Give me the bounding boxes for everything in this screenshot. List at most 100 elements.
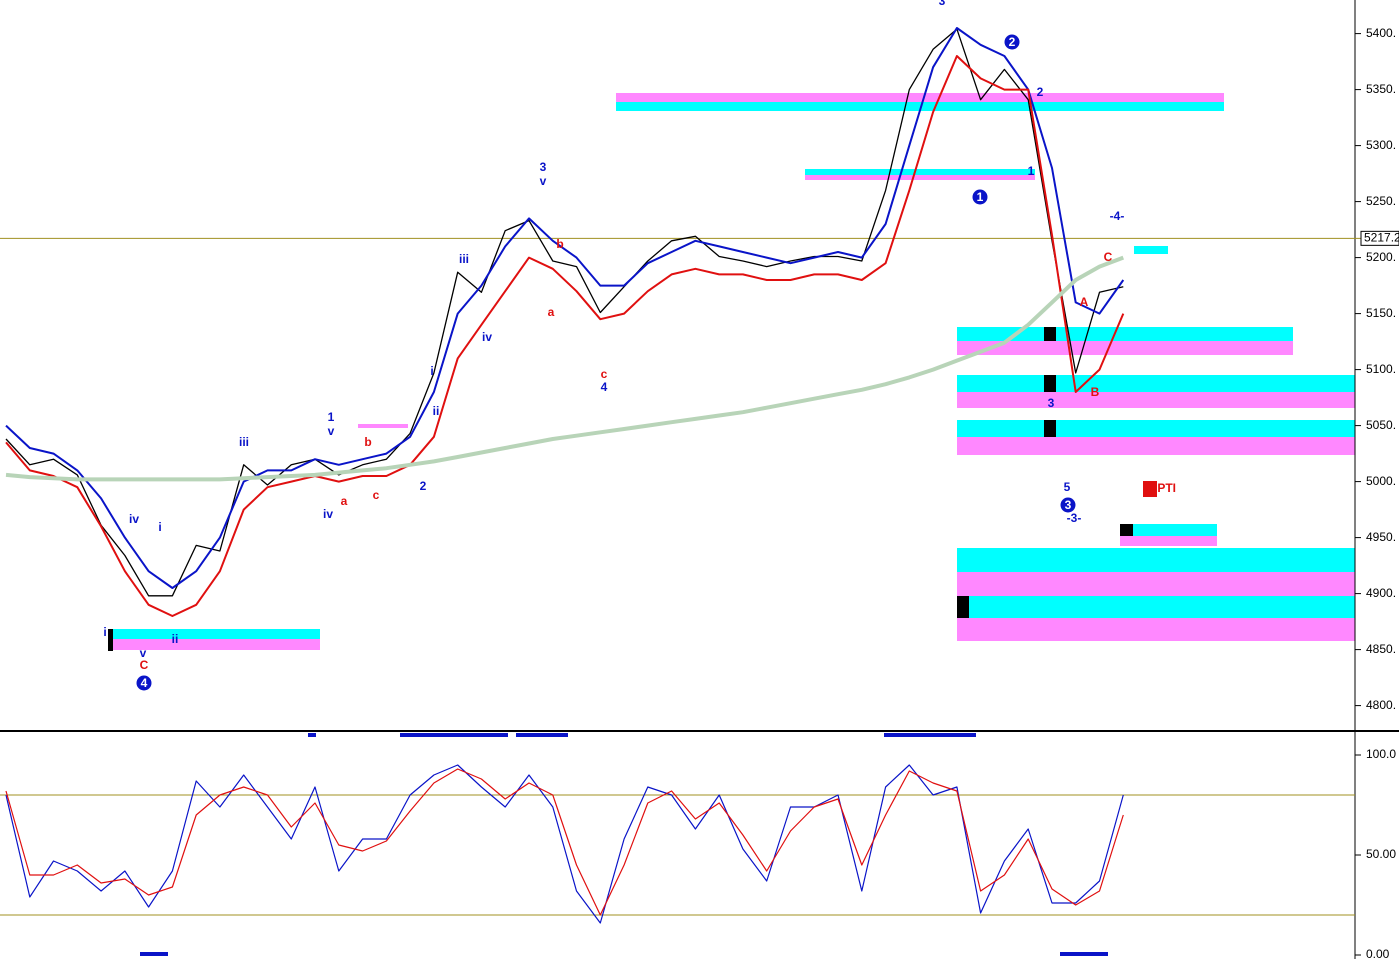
annotation: iv (323, 507, 333, 521)
y-tick-label: 5000. (1366, 474, 1396, 488)
signal-bar (308, 733, 316, 737)
last-price-box (1360, 230, 1399, 246)
annotation: B (1091, 385, 1100, 399)
annotation: i (158, 520, 161, 534)
annotation: v (540, 174, 547, 188)
annotation: a (548, 305, 555, 319)
zone (957, 618, 1358, 641)
annotation: A (1080, 295, 1089, 309)
zone (358, 424, 408, 428)
annotation: iii (459, 252, 469, 266)
annotation: C (1104, 250, 1113, 264)
annotation: iv (482, 330, 492, 344)
annotation: -4- (1110, 209, 1125, 223)
zone (957, 327, 1293, 341)
annotation: v (140, 646, 147, 660)
y-tick-label: 4800. (1366, 698, 1396, 712)
zone-marker (1044, 327, 1056, 341)
zone (957, 572, 1358, 596)
annotation: 1 (1028, 164, 1035, 178)
series-line (5, 764, 1124, 924)
y-tick-label: 5200. (1366, 250, 1396, 264)
signal-bar (400, 733, 508, 737)
y-tick-label: 5300. (1366, 138, 1396, 152)
wave-label: 2 (1009, 35, 1016, 49)
y-tick-label: 100.0 (1366, 747, 1396, 761)
annotation: i (430, 364, 433, 378)
zone (957, 437, 1358, 455)
y-tick-label: 5350. (1366, 82, 1396, 96)
wave-circle (1060, 497, 1076, 513)
zone (110, 629, 320, 639)
zone (805, 175, 1035, 180)
annotation: b (556, 237, 563, 251)
signal-bar (516, 733, 568, 737)
pti-box (1143, 481, 1157, 497)
wave-circle (972, 189, 988, 205)
last-price-label: 5217.2 (1364, 231, 1399, 245)
annotation: 2 (1037, 85, 1044, 99)
annotation: ii (172, 632, 179, 646)
series-line (5, 768, 1124, 916)
zone (616, 93, 1224, 102)
axis-background (1355, 0, 1399, 959)
annotation: ii (433, 404, 440, 418)
zones (108, 93, 1358, 651)
wave-circle (136, 675, 152, 691)
annotation: c (601, 367, 608, 381)
annotation: 1 (328, 410, 335, 424)
annotation: iv (129, 512, 139, 526)
wave-label: 1 (977, 190, 984, 204)
series-line (5, 28, 1124, 597)
zone (616, 102, 1224, 111)
zone (1120, 524, 1217, 536)
annotation: 2 (420, 479, 427, 493)
zone-marker (957, 596, 969, 618)
series-line (5, 27, 1125, 589)
annotation: c (373, 488, 380, 502)
y-tick-label: 50.00 (1366, 847, 1396, 861)
zone (957, 341, 1293, 355)
annotation: a (341, 494, 348, 508)
zone (957, 548, 1358, 572)
y-tick-label: 5100. (1366, 362, 1396, 376)
y-tick-label: 5400. (1366, 26, 1396, 40)
zone-marker (1044, 420, 1056, 437)
zone (957, 420, 1358, 437)
zone (805, 169, 1035, 175)
annotation: 3 (1048, 396, 1055, 410)
y-tick-label: 4950. (1366, 530, 1396, 544)
series-line (5, 55, 1125, 617)
annotation: iii (239, 435, 249, 449)
signal-bar (1060, 952, 1108, 956)
wave-label: 3 (1065, 498, 1072, 512)
zone (1134, 246, 1168, 254)
y-tick-label: 4900. (1366, 586, 1396, 600)
signal-bar (140, 952, 168, 956)
annotation: 4 (601, 380, 608, 394)
series-line (5, 255, 1125, 482)
wave-label: 4 (141, 676, 148, 690)
y-tick-label: 4850. (1366, 642, 1396, 656)
annotation: C (140, 658, 149, 672)
zone-marker (1120, 524, 1133, 536)
zone (957, 392, 1358, 408)
annotation: v (328, 424, 335, 438)
y-tick-label: 5250. (1366, 194, 1396, 208)
annotation: -3- (1067, 511, 1082, 525)
zone (1120, 536, 1217, 546)
annotation: 27PTI (1144, 481, 1176, 495)
annotation: 5 (1064, 480, 1071, 494)
zone-marker (108, 629, 113, 651)
y-tick-label: 5050. (1366, 418, 1396, 432)
zone-marker (1044, 375, 1056, 392)
annotation: i (103, 625, 106, 639)
annotation: 3 (540, 160, 547, 174)
annotation: b (364, 435, 371, 449)
annotation: 3 (939, 0, 946, 8)
zone (957, 375, 1358, 392)
y-tick-label: 5150. (1366, 306, 1396, 320)
signal-bar (884, 733, 976, 737)
